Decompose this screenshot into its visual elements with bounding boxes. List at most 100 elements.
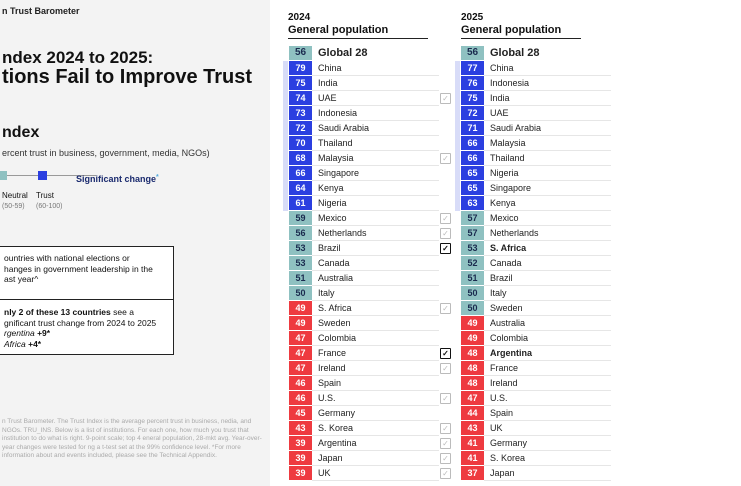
table-row: 46 Spain: [289, 376, 439, 391]
table-row: 48 France: [461, 361, 611, 376]
table-row: 45 Germany: [289, 406, 439, 421]
table-row: 49 Colombia: [461, 331, 611, 346]
country-name: Malaysia: [318, 153, 354, 163]
country-score: 77: [461, 61, 484, 75]
country-score: 46: [289, 391, 312, 405]
row-divider: [484, 450, 611, 451]
table-row: 52 Canada: [461, 256, 611, 271]
country-name: Australia: [318, 273, 354, 283]
country-score: 57: [461, 211, 484, 225]
row-divider: [484, 195, 611, 196]
country-score: 66: [289, 166, 312, 180]
check-icon: ✓: [440, 153, 451, 164]
row-divider: [312, 345, 439, 346]
country-name: China: [490, 63, 514, 73]
country-score: 50: [461, 286, 484, 300]
table-row: 41 S. Korea: [461, 451, 611, 466]
country-score: 39: [289, 451, 312, 465]
row-divider: [484, 135, 611, 136]
country-name: Ireland: [490, 378, 518, 388]
country-name: Mexico: [490, 213, 519, 223]
country-name: Germany: [318, 408, 356, 418]
table-row: 43 UK: [461, 421, 611, 436]
header-2024: 2024 General population: [288, 12, 388, 36]
row-divider: [312, 405, 439, 406]
row-divider: [312, 165, 439, 166]
table-row: 48 Ireland: [461, 376, 611, 391]
table-row: 73 Indonesia: [289, 106, 439, 121]
country-name: Japan: [490, 468, 515, 478]
row-divider: [484, 345, 611, 346]
headline-line-2: tions Fail to Improve Trust: [2, 66, 253, 88]
legend-neutral-swatch: [0, 171, 7, 180]
country-score: 57: [461, 226, 484, 240]
row-divider: [312, 210, 439, 211]
country-name: Brazil: [318, 243, 341, 253]
country-name: Indonesia: [490, 78, 530, 88]
row-divider: [312, 225, 439, 226]
table-row: 39 Japan: [289, 451, 439, 466]
row-divider: [312, 75, 439, 76]
country-score: 79: [289, 61, 312, 75]
legend-scale-line: [0, 175, 96, 176]
table-row: 53 Canada: [289, 256, 439, 271]
left-panel: n Trust Barometer ndex 2024 to 2025: tio…: [0, 0, 270, 486]
country-name: France: [490, 363, 519, 373]
country-name: Malaysia: [490, 138, 526, 148]
check-icon: ✓: [440, 213, 451, 224]
check-icon: ✓: [440, 228, 451, 239]
global-score: 56: [289, 46, 312, 60]
row-divider: [484, 435, 611, 436]
row-divider: [484, 465, 611, 466]
table-row: 53 Brazil: [289, 241, 439, 256]
country-score: 41: [461, 451, 484, 465]
country-name: S. Korea: [490, 453, 526, 463]
table-row: 70 Thailand: [289, 136, 439, 151]
row-divider: [484, 225, 611, 226]
country-name: China: [318, 63, 342, 73]
table-row: 64 Kenya: [289, 181, 439, 196]
country-name: Netherlands: [490, 228, 539, 238]
row-divider: [312, 300, 439, 301]
check-icon: ✓: [440, 468, 451, 479]
index-title: ndex: [2, 124, 40, 141]
row-divider: [312, 465, 439, 466]
row-divider: [484, 315, 611, 316]
table-row: 59 Mexico: [289, 211, 439, 226]
country-name: Argentina: [490, 348, 533, 358]
country-name: India: [318, 78, 338, 88]
callout-divider: [0, 299, 173, 300]
table-row: 74 UAE: [289, 91, 439, 106]
row-divider: [484, 120, 611, 121]
row-divider: [484, 105, 611, 106]
country-score: 53: [461, 241, 484, 255]
row-divider: [312, 450, 439, 451]
country-name: Sweden: [318, 318, 351, 328]
country-name: Germany: [490, 438, 528, 448]
country-name: Mexico: [318, 213, 347, 223]
country-score: 68: [289, 151, 312, 165]
country-score: 48: [461, 376, 484, 390]
table-row: 41 Germany: [461, 436, 611, 451]
country-score: 41: [461, 436, 484, 450]
legend-significant-change: Significant change*: [76, 174, 159, 184]
callout-bottom-rest: see a: [110, 307, 134, 317]
country-score: 50: [461, 301, 484, 315]
table-row: 47 U.S.: [461, 391, 611, 406]
significant-check-icon: ✓: [440, 243, 451, 254]
country-score: 49: [461, 316, 484, 330]
row-divider: [484, 375, 611, 376]
row-divider: [484, 240, 611, 241]
check-icon: ✓: [440, 438, 451, 449]
country-score: 70: [289, 136, 312, 150]
table-row: 51 Brazil: [461, 271, 611, 286]
callout-item1-value: +9*: [37, 328, 51, 338]
row-divider: [312, 315, 439, 316]
callout-top-line: ountries with national elections or: [4, 253, 130, 263]
row-divider: [312, 105, 439, 106]
row-divider: [484, 405, 611, 406]
header-2025-subtitle: General population: [461, 24, 562, 36]
country-score: 45: [289, 406, 312, 420]
table-row: 68 Malaysia: [289, 151, 439, 166]
country-name: Ireland: [318, 363, 346, 373]
